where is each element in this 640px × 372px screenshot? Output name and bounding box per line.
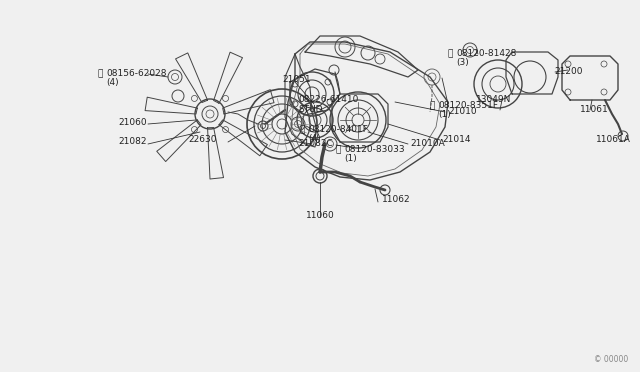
Text: Ⓑ: Ⓑ: [430, 101, 435, 110]
Text: 21060: 21060: [118, 118, 147, 127]
Text: 08226-61410
STUD: 08226-61410 STUD: [298, 94, 358, 114]
Text: Ⓑ: Ⓑ: [300, 125, 305, 134]
Text: (3): (3): [456, 58, 468, 67]
Text: 11061A: 11061A: [596, 135, 631, 144]
Text: 13049N: 13049N: [476, 95, 511, 104]
Text: © 00000: © 00000: [594, 355, 628, 364]
Text: 11062: 11062: [382, 195, 411, 204]
Text: 21082: 21082: [118, 137, 147, 146]
Text: 22630: 22630: [188, 135, 216, 144]
Text: 08120-81428: 08120-81428: [456, 49, 516, 58]
Text: 21010A: 21010A: [410, 139, 445, 148]
Text: 08120-8351F: 08120-8351F: [438, 101, 498, 110]
Text: 21082C: 21082C: [298, 139, 333, 148]
Text: 11060: 11060: [306, 211, 334, 220]
Text: Ⓑ: Ⓑ: [448, 49, 453, 58]
Text: 21051: 21051: [282, 75, 310, 84]
Text: Ⓑ: Ⓑ: [336, 145, 341, 154]
Text: 21200: 21200: [554, 67, 582, 76]
Text: 21010: 21010: [448, 107, 477, 116]
Text: 11061: 11061: [580, 105, 609, 114]
Text: 21014: 21014: [442, 135, 470, 144]
Text: (1): (1): [438, 110, 451, 119]
Text: Ⓑ: Ⓑ: [98, 69, 104, 78]
Text: (4): (4): [308, 134, 321, 143]
Text: 08120-8401F: 08120-8401F: [308, 125, 368, 134]
Text: (1): (1): [344, 154, 356, 163]
Text: 08156-62028: 08156-62028: [106, 69, 166, 78]
Text: 08120-83033: 08120-83033: [344, 145, 404, 154]
Text: (4): (4): [106, 78, 118, 87]
